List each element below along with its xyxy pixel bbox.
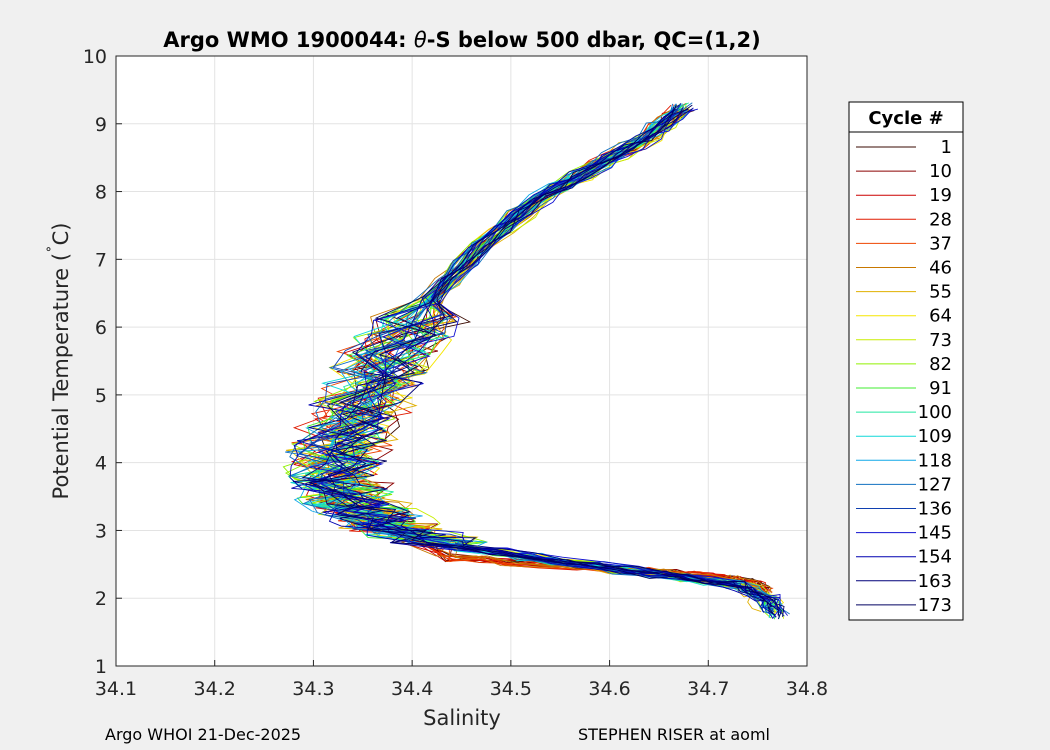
y-tick-label: 7 bbox=[95, 249, 107, 271]
plot-area bbox=[116, 56, 807, 666]
y-axis: 1 2 3 4 5 6 7 8 9 10 bbox=[83, 46, 122, 678]
legend-label: 145 bbox=[918, 523, 952, 544]
legend-label: 64 bbox=[929, 306, 952, 327]
y-tick-label: 1 bbox=[95, 656, 107, 678]
x-tick-label: 34.8 bbox=[786, 678, 828, 700]
legend-title: Cycle # bbox=[868, 108, 943, 129]
profile-line-cycle-163 bbox=[293, 106, 783, 620]
x-tick-label: 34.6 bbox=[588, 678, 630, 700]
legend-label: 109 bbox=[918, 426, 952, 447]
y-tick-label: 9 bbox=[95, 114, 107, 136]
profile-line-cycle-154 bbox=[289, 110, 775, 616]
y-tick-label: 5 bbox=[95, 385, 107, 407]
y-tick-label: 4 bbox=[95, 453, 107, 475]
x-tick-label: 34.7 bbox=[687, 678, 729, 700]
y-tick-label: 8 bbox=[95, 182, 107, 204]
y-axis-label: Potential Temperature (˚C) bbox=[46, 223, 73, 500]
legend-label: 28 bbox=[929, 209, 952, 230]
legend-label: 10 bbox=[929, 161, 952, 182]
legend-label: 154 bbox=[918, 547, 952, 568]
legend-label: 118 bbox=[918, 450, 952, 471]
footer-left: Argo WHOI 21-Dec-2025 bbox=[105, 725, 302, 744]
legend-label: 163 bbox=[918, 571, 952, 592]
plot-frame bbox=[115, 55, 808, 667]
legend-label: 136 bbox=[918, 499, 952, 520]
x-tick-label: 34.3 bbox=[292, 678, 334, 700]
legend-label: 19 bbox=[929, 185, 952, 206]
y-tick-label: 3 bbox=[95, 520, 107, 542]
profile-line-cycle-154 bbox=[296, 104, 765, 613]
legend-label: 173 bbox=[918, 595, 952, 616]
chart-title: Argo WMO 1900044: θ-S below 500 dbar, QC… bbox=[163, 28, 760, 52]
legend-label: 91 bbox=[929, 378, 952, 399]
legend-label: 100 bbox=[918, 402, 952, 423]
y-tick-label: 6 bbox=[95, 317, 107, 339]
legend-label: 46 bbox=[929, 258, 952, 279]
y-tick-label: 2 bbox=[95, 588, 107, 610]
legend-label: 37 bbox=[929, 233, 952, 254]
legend-label: 55 bbox=[929, 282, 952, 303]
x-tick-label: 34.2 bbox=[194, 678, 236, 700]
x-tick-label: 34.5 bbox=[490, 678, 532, 700]
x-tick-label: 34.1 bbox=[95, 678, 137, 700]
legend-label: 82 bbox=[929, 354, 952, 375]
legend: Cycle # 1 10 19 28 37 46 55 64 73 82 91 100 109 118 12… bbox=[848, 101, 964, 621]
legend-label: 73 bbox=[929, 330, 952, 351]
legend-box bbox=[848, 101, 964, 621]
profile-lines bbox=[282, 102, 790, 620]
y-tick-label: 10 bbox=[83, 46, 107, 68]
profile-line-cycle-173 bbox=[327, 108, 779, 616]
profile-line-cycle-173 bbox=[309, 104, 785, 617]
x-tick-label: 34.4 bbox=[391, 678, 433, 700]
x-axis-label: Salinity bbox=[423, 706, 501, 730]
footer-right: STEPHEN RISER at aoml bbox=[578, 725, 770, 744]
legend-label: 1 bbox=[941, 137, 952, 158]
legend-label: 127 bbox=[918, 474, 952, 495]
x-axis: 34.1 34.2 34.3 34.4 34.5 34.6 34.7 34.8 bbox=[95, 660, 828, 700]
